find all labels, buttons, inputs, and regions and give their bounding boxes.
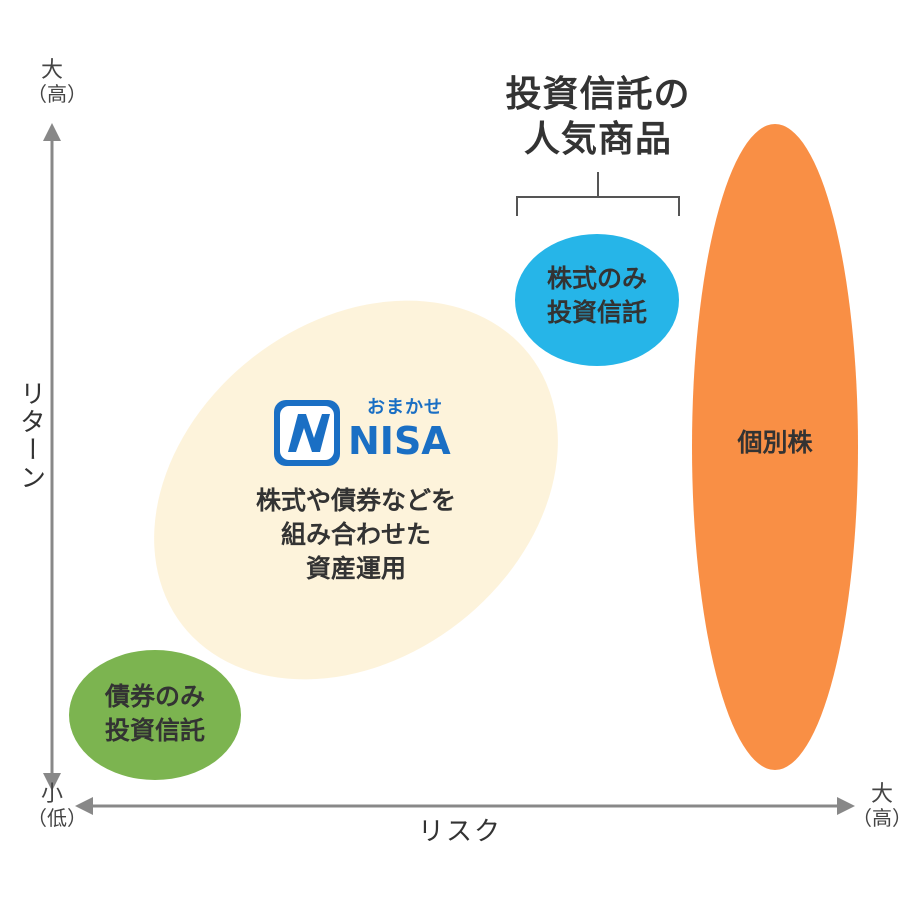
y-axis-top-sub: （高） xyxy=(27,82,87,107)
omakase-line2: 組み合わせた xyxy=(280,519,431,549)
y-axis-bottom-sub: （低） xyxy=(27,806,87,831)
individual-stock-label: 個別株 xyxy=(737,428,813,457)
omakase-line3: 資産運用 xyxy=(305,553,406,583)
heading: 投資信託の 人気商品 xyxy=(470,72,726,162)
x-axis-right-main: 大 xyxy=(870,782,893,807)
y-axis-top-main: 大 xyxy=(40,58,63,83)
heading-line1: 投資信託の xyxy=(505,74,691,115)
bond-fund-line2: 投資信託 xyxy=(104,715,205,745)
nisa-logo-text: NISA xyxy=(348,419,451,463)
stock-fund-line2: 投資信託 xyxy=(546,297,647,327)
y-axis-bottom-main: 小 xyxy=(40,782,63,807)
omakase-description: 株式や債券などを 組み合わせた 資産運用 xyxy=(206,484,506,585)
x-axis-title: リスク xyxy=(417,817,502,847)
y-axis-title: リターン xyxy=(15,380,46,492)
heading-line2: 人気商品 xyxy=(523,119,672,160)
bond-fund-label: 債券のみ 投資信託 xyxy=(75,680,235,748)
omakase-line1: 株式や債券などを xyxy=(255,486,456,515)
bond-fund-bubble xyxy=(69,650,241,780)
stock-fund-line1: 株式のみ xyxy=(546,264,647,293)
omakase-nisa-ellipse xyxy=(154,300,558,680)
bond-fund-line1: 債券のみ xyxy=(104,682,205,711)
nisa-logo-icon xyxy=(274,400,340,466)
stock-fund-label: 株式のみ 投資信託 xyxy=(517,262,677,330)
nisa-logo-subtitle: おまかせ xyxy=(367,397,443,418)
x-axis-right-sub: （高） xyxy=(852,806,912,831)
individual-stock-bubble xyxy=(692,124,858,770)
stock-fund-bubble xyxy=(515,234,679,366)
heading-bracket xyxy=(516,172,680,216)
